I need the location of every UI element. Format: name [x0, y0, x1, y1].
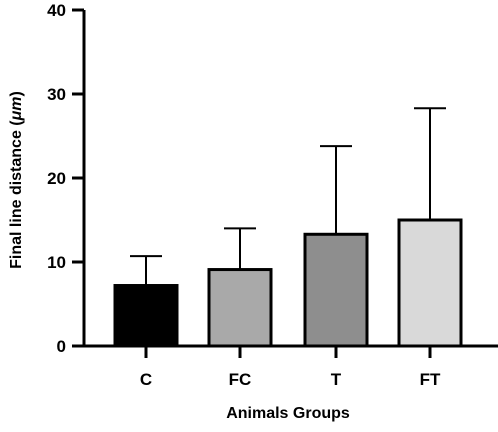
y-axis: 0 10 20 30 40	[47, 1, 86, 356]
x-tick-labels: C FC T FT	[140, 370, 441, 389]
error-bars	[130, 107, 446, 286]
y-tick-label-30: 30	[47, 85, 66, 104]
y-tick-label-20: 20	[47, 169, 66, 188]
bars	[113, 218, 463, 348]
y-axis-title-main: Final line distance (	[8, 120, 25, 269]
bar-t	[303, 232, 369, 348]
bar-ft	[397, 218, 463, 348]
x-tick-label-fc: FC	[229, 370, 252, 389]
y-tick-label-10: 10	[47, 253, 66, 272]
bar-fc	[207, 268, 273, 348]
x-axis-title: Animals Groups	[226, 405, 350, 422]
x-tick-label-c: C	[140, 370, 152, 389]
y-tick-label-0: 0	[57, 337, 66, 356]
y-axis-title-unit: μm	[8, 96, 25, 121]
x-tick-marks	[144, 346, 432, 358]
y-axis-title-end: )	[8, 91, 25, 96]
x-tick-label-t: T	[331, 370, 342, 389]
x-tick-label-ft: FT	[420, 370, 441, 389]
bar-c	[113, 284, 179, 348]
y-tick-label-40: 40	[47, 1, 66, 20]
y-axis-title: Final line distance (μm)	[8, 91, 25, 269]
